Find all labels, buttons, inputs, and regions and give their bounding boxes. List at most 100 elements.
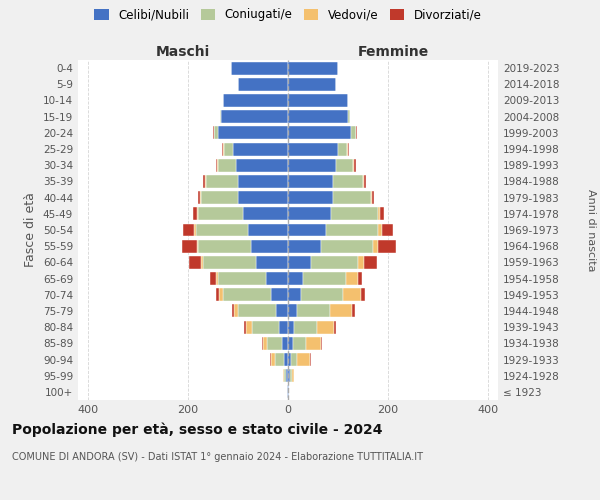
Bar bbox=[223, 288, 271, 301]
Bar bbox=[288, 224, 325, 236]
Bar bbox=[311, 256, 358, 269]
Bar bbox=[188, 256, 201, 269]
Bar bbox=[216, 272, 218, 285]
Bar bbox=[238, 304, 275, 318]
Bar bbox=[350, 126, 355, 140]
Bar bbox=[233, 142, 288, 156]
Bar bbox=[358, 272, 362, 285]
Bar bbox=[288, 142, 338, 156]
Bar bbox=[215, 159, 217, 172]
Bar bbox=[293, 337, 305, 350]
Bar bbox=[303, 272, 346, 285]
Bar bbox=[205, 175, 238, 188]
Bar bbox=[305, 337, 320, 350]
Bar bbox=[286, 369, 288, 382]
Bar bbox=[317, 320, 334, 334]
Bar bbox=[288, 62, 338, 74]
Bar bbox=[335, 159, 353, 172]
Bar bbox=[284, 369, 286, 382]
Bar bbox=[333, 175, 363, 188]
Bar bbox=[262, 337, 263, 350]
Bar bbox=[182, 240, 197, 252]
Bar bbox=[210, 272, 216, 285]
Bar bbox=[320, 337, 322, 350]
Bar bbox=[364, 175, 366, 188]
Bar bbox=[196, 224, 248, 236]
Bar bbox=[288, 110, 348, 123]
Bar bbox=[333, 191, 371, 204]
Bar bbox=[198, 208, 243, 220]
Bar bbox=[203, 175, 205, 188]
Bar bbox=[243, 208, 288, 220]
Bar bbox=[292, 369, 294, 382]
Bar bbox=[216, 288, 219, 301]
Bar bbox=[256, 256, 288, 269]
Text: COMUNE DI ANDORA (SV) - Dati ISTAT 1° gennaio 2024 - Elaborazione TUTTITALIA.IT: COMUNE DI ANDORA (SV) - Dati ISTAT 1° ge… bbox=[12, 452, 423, 462]
Bar bbox=[194, 224, 196, 236]
Bar bbox=[288, 191, 333, 204]
Bar bbox=[338, 142, 347, 156]
Bar bbox=[270, 353, 271, 366]
Bar bbox=[238, 78, 288, 91]
Bar bbox=[275, 353, 284, 366]
Bar bbox=[238, 175, 288, 188]
Bar bbox=[325, 224, 378, 236]
Bar bbox=[224, 142, 233, 156]
Bar bbox=[288, 126, 350, 140]
Bar bbox=[235, 159, 288, 172]
Bar bbox=[288, 288, 301, 301]
Bar bbox=[183, 224, 194, 236]
Bar bbox=[198, 240, 251, 252]
Text: Maschi: Maschi bbox=[156, 45, 210, 59]
Bar bbox=[222, 142, 223, 156]
Bar bbox=[218, 159, 235, 172]
Bar bbox=[279, 320, 288, 334]
Bar bbox=[378, 240, 395, 252]
Bar bbox=[244, 320, 245, 334]
Bar bbox=[238, 191, 288, 204]
Bar bbox=[373, 240, 378, 252]
Bar bbox=[220, 110, 221, 123]
Bar bbox=[343, 288, 361, 301]
Bar bbox=[221, 110, 288, 123]
Bar bbox=[348, 110, 349, 123]
Bar bbox=[218, 126, 288, 140]
Bar bbox=[223, 94, 288, 107]
Bar bbox=[347, 142, 348, 156]
Bar bbox=[275, 304, 288, 318]
Bar bbox=[288, 256, 311, 269]
Bar bbox=[297, 353, 310, 366]
Bar bbox=[291, 353, 297, 366]
Bar bbox=[364, 256, 377, 269]
Bar bbox=[290, 369, 292, 382]
Bar bbox=[378, 208, 380, 220]
Text: Popolazione per età, sesso e stato civile - 2024: Popolazione per età, sesso e stato civil… bbox=[12, 422, 383, 437]
Bar bbox=[267, 337, 282, 350]
Bar bbox=[346, 272, 358, 285]
Bar bbox=[223, 142, 224, 156]
Bar bbox=[288, 175, 333, 188]
Bar bbox=[283, 369, 284, 382]
Bar bbox=[331, 208, 378, 220]
Text: Femmine: Femmine bbox=[358, 45, 428, 59]
Bar bbox=[288, 78, 335, 91]
Bar bbox=[288, 272, 303, 285]
Bar bbox=[287, 386, 288, 398]
Bar bbox=[271, 353, 275, 366]
Bar bbox=[288, 353, 291, 366]
Bar bbox=[193, 208, 197, 220]
Bar bbox=[230, 62, 288, 74]
Bar bbox=[245, 320, 251, 334]
Bar bbox=[288, 240, 320, 252]
Bar bbox=[201, 256, 203, 269]
Bar bbox=[265, 272, 288, 285]
Bar bbox=[232, 304, 234, 318]
Bar bbox=[282, 337, 288, 350]
Bar bbox=[218, 272, 265, 285]
Bar bbox=[310, 353, 311, 366]
Bar bbox=[197, 208, 198, 220]
Bar bbox=[288, 94, 348, 107]
Bar bbox=[214, 126, 218, 140]
Legend: Celibi/Nubili, Coniugati/e, Vedovi/e, Divorziati/e: Celibi/Nubili, Coniugati/e, Vedovi/e, Di… bbox=[94, 8, 482, 22]
Bar bbox=[197, 191, 199, 204]
